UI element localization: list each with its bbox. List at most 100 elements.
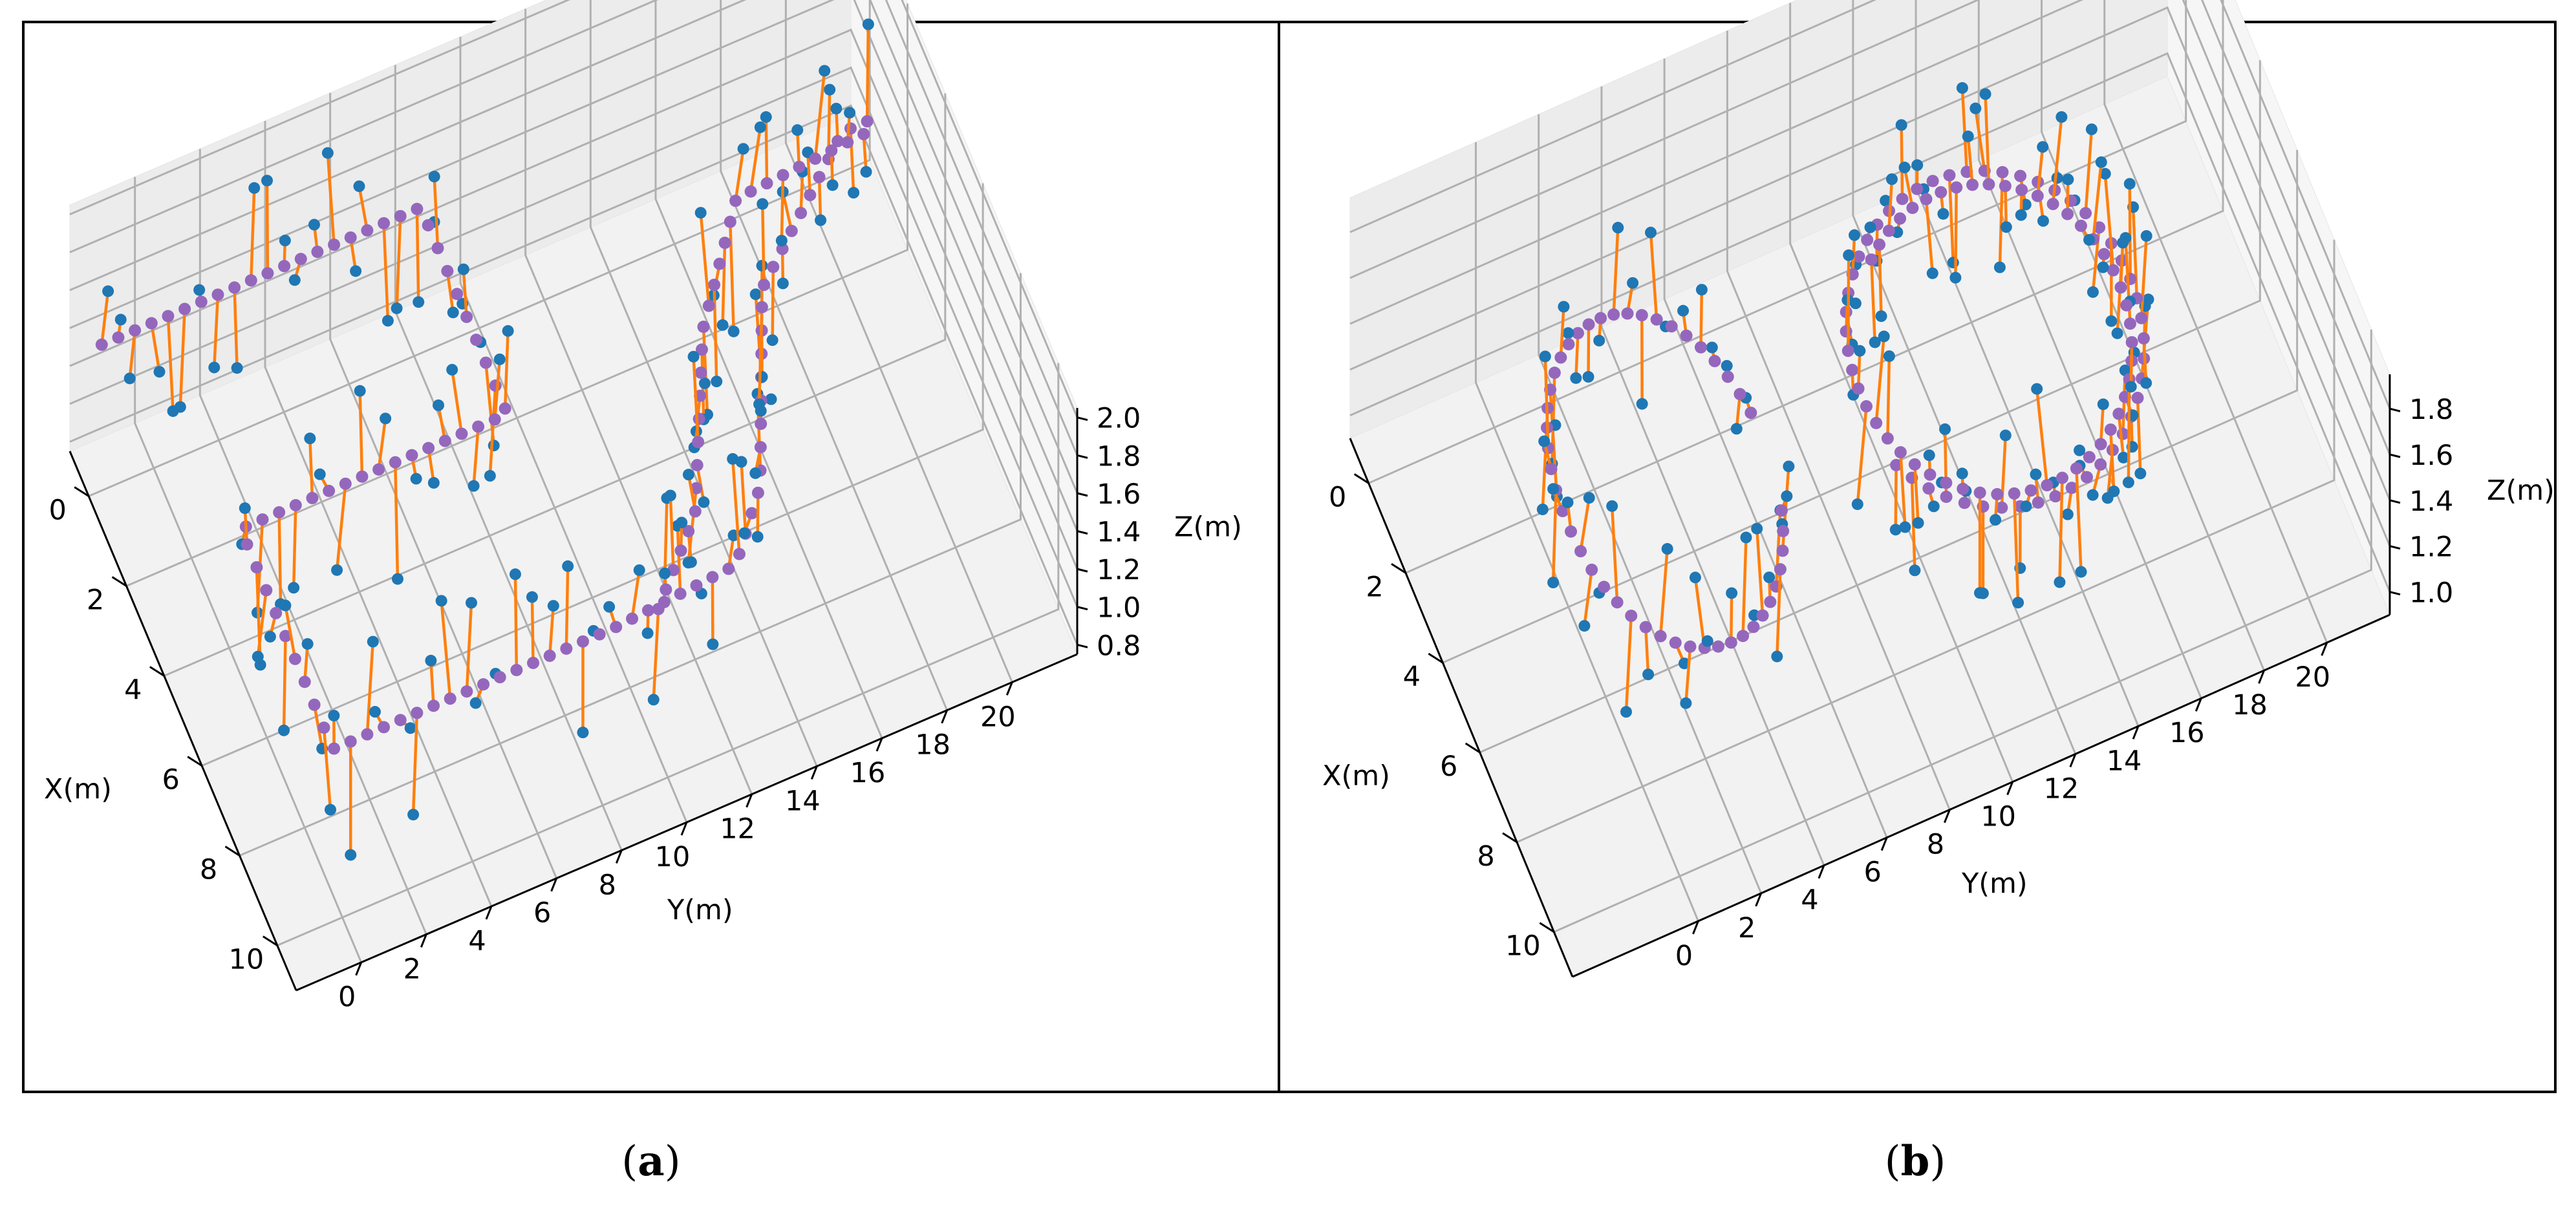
estimate-point: [1751, 522, 1763, 535]
error-segment: [1574, 333, 1580, 378]
reference-point: [477, 678, 490, 691]
reference-point: [279, 630, 292, 643]
reference-point: [261, 267, 274, 280]
reference-point: [2124, 273, 2137, 286]
error-segment: [1954, 187, 1958, 278]
estimate-point: [410, 473, 422, 485]
error-segment: [415, 209, 420, 303]
reference-point: [411, 707, 424, 720]
error-segment: [1948, 175, 1955, 263]
estimate-point: [1578, 620, 1591, 632]
reference-point: [444, 692, 456, 705]
error-segment: [817, 176, 822, 220]
reference-point: [451, 288, 464, 301]
x-tick-label: 6: [1440, 751, 1457, 783]
estimate-point: [1849, 229, 1861, 241]
reference-point: [1776, 544, 1789, 557]
estimate-point: [694, 207, 707, 219]
estimate-point: [1898, 162, 1911, 174]
reference-point: [1894, 446, 1907, 459]
reference-point: [861, 115, 874, 128]
reference-point: [1571, 326, 1584, 339]
error-segment: [513, 574, 519, 670]
reference-point: [1764, 595, 1777, 608]
estimate-point: [1645, 226, 1657, 239]
estimate-point: [2083, 234, 2096, 246]
error-segment: [740, 462, 747, 534]
error-segment: [2142, 338, 2148, 383]
reference-point: [1852, 250, 1865, 263]
estimate-point: [1636, 398, 1648, 410]
reference-point: [777, 169, 789, 182]
error-segment: [233, 287, 239, 368]
reference-point: [2015, 184, 2028, 197]
estimate-point: [738, 527, 751, 539]
estimate-point: [407, 809, 420, 821]
error-segment: [699, 212, 711, 306]
error-segment: [277, 512, 283, 604]
reference-point: [1607, 308, 1620, 321]
estimate-point: [288, 274, 301, 286]
reference-point: [593, 628, 606, 641]
estimate-point: [1939, 423, 1951, 435]
estimate-point: [664, 489, 676, 502]
estimate-point: [826, 179, 839, 191]
estimate-point: [391, 573, 403, 585]
error-segment: [493, 359, 502, 420]
reference-point: [1565, 525, 1578, 538]
reference-point: [1973, 486, 1986, 499]
reference-point: [95, 338, 108, 351]
estimate-point: [2122, 476, 2134, 489]
error-segment: [630, 570, 641, 619]
x-tick-mark: [1428, 652, 1444, 664]
y-tick-mark: [2321, 642, 2328, 656]
estimate-point: [760, 111, 772, 123]
reference-point: [1926, 175, 1939, 187]
reference-point: [1870, 416, 1883, 429]
estimate-point: [815, 214, 827, 226]
reference-point: [809, 153, 822, 165]
error-segment: [781, 191, 793, 231]
error-segment: [721, 242, 727, 325]
reference-point: [1598, 581, 1611, 593]
reference-point: [378, 217, 391, 229]
reference-point: [1924, 468, 1937, 481]
estimate-point: [488, 440, 500, 452]
reference-point: [1860, 400, 1873, 413]
estimate-point: [1677, 304, 1690, 317]
estimate-point: [435, 595, 447, 607]
error-segment: [411, 712, 419, 815]
reference-point: [308, 698, 321, 711]
estimate-point: [1883, 350, 1895, 362]
reference-point: [1995, 501, 2008, 514]
estimate-point: [1927, 500, 1940, 513]
reference-point: [328, 742, 341, 755]
reference-point: [758, 279, 771, 292]
y-tick-mark: [615, 849, 623, 864]
error-segment: [1913, 464, 1920, 524]
estimate-point: [1701, 635, 1713, 647]
x-tick-mark: [224, 846, 241, 857]
estimate-point: [1974, 587, 1986, 599]
reference-point: [1684, 640, 1697, 653]
estimate-point: [1956, 467, 1968, 480]
reference-point: [744, 185, 757, 198]
reference-point: [1840, 325, 1852, 338]
z-axis-label: Z(m): [2487, 475, 2555, 507]
reference-point: [527, 656, 540, 669]
error-segment: [2051, 116, 2063, 204]
error-segment: [761, 204, 766, 285]
reference-point: [652, 602, 665, 615]
estimate-point: [2095, 156, 2107, 168]
z-tick-mark: [1077, 416, 1088, 421]
estimate-point: [465, 597, 477, 609]
estimate-point: [264, 630, 276, 643]
y-tick-label: 0: [1675, 940, 1693, 972]
error-segment: [445, 271, 455, 313]
reference-point: [825, 144, 838, 157]
estimate-point: [2134, 467, 2147, 480]
estimate-point: [1536, 503, 1549, 515]
reference-point: [2114, 281, 2127, 294]
reference-point: [2070, 462, 2083, 475]
reference-point: [1841, 345, 1854, 357]
